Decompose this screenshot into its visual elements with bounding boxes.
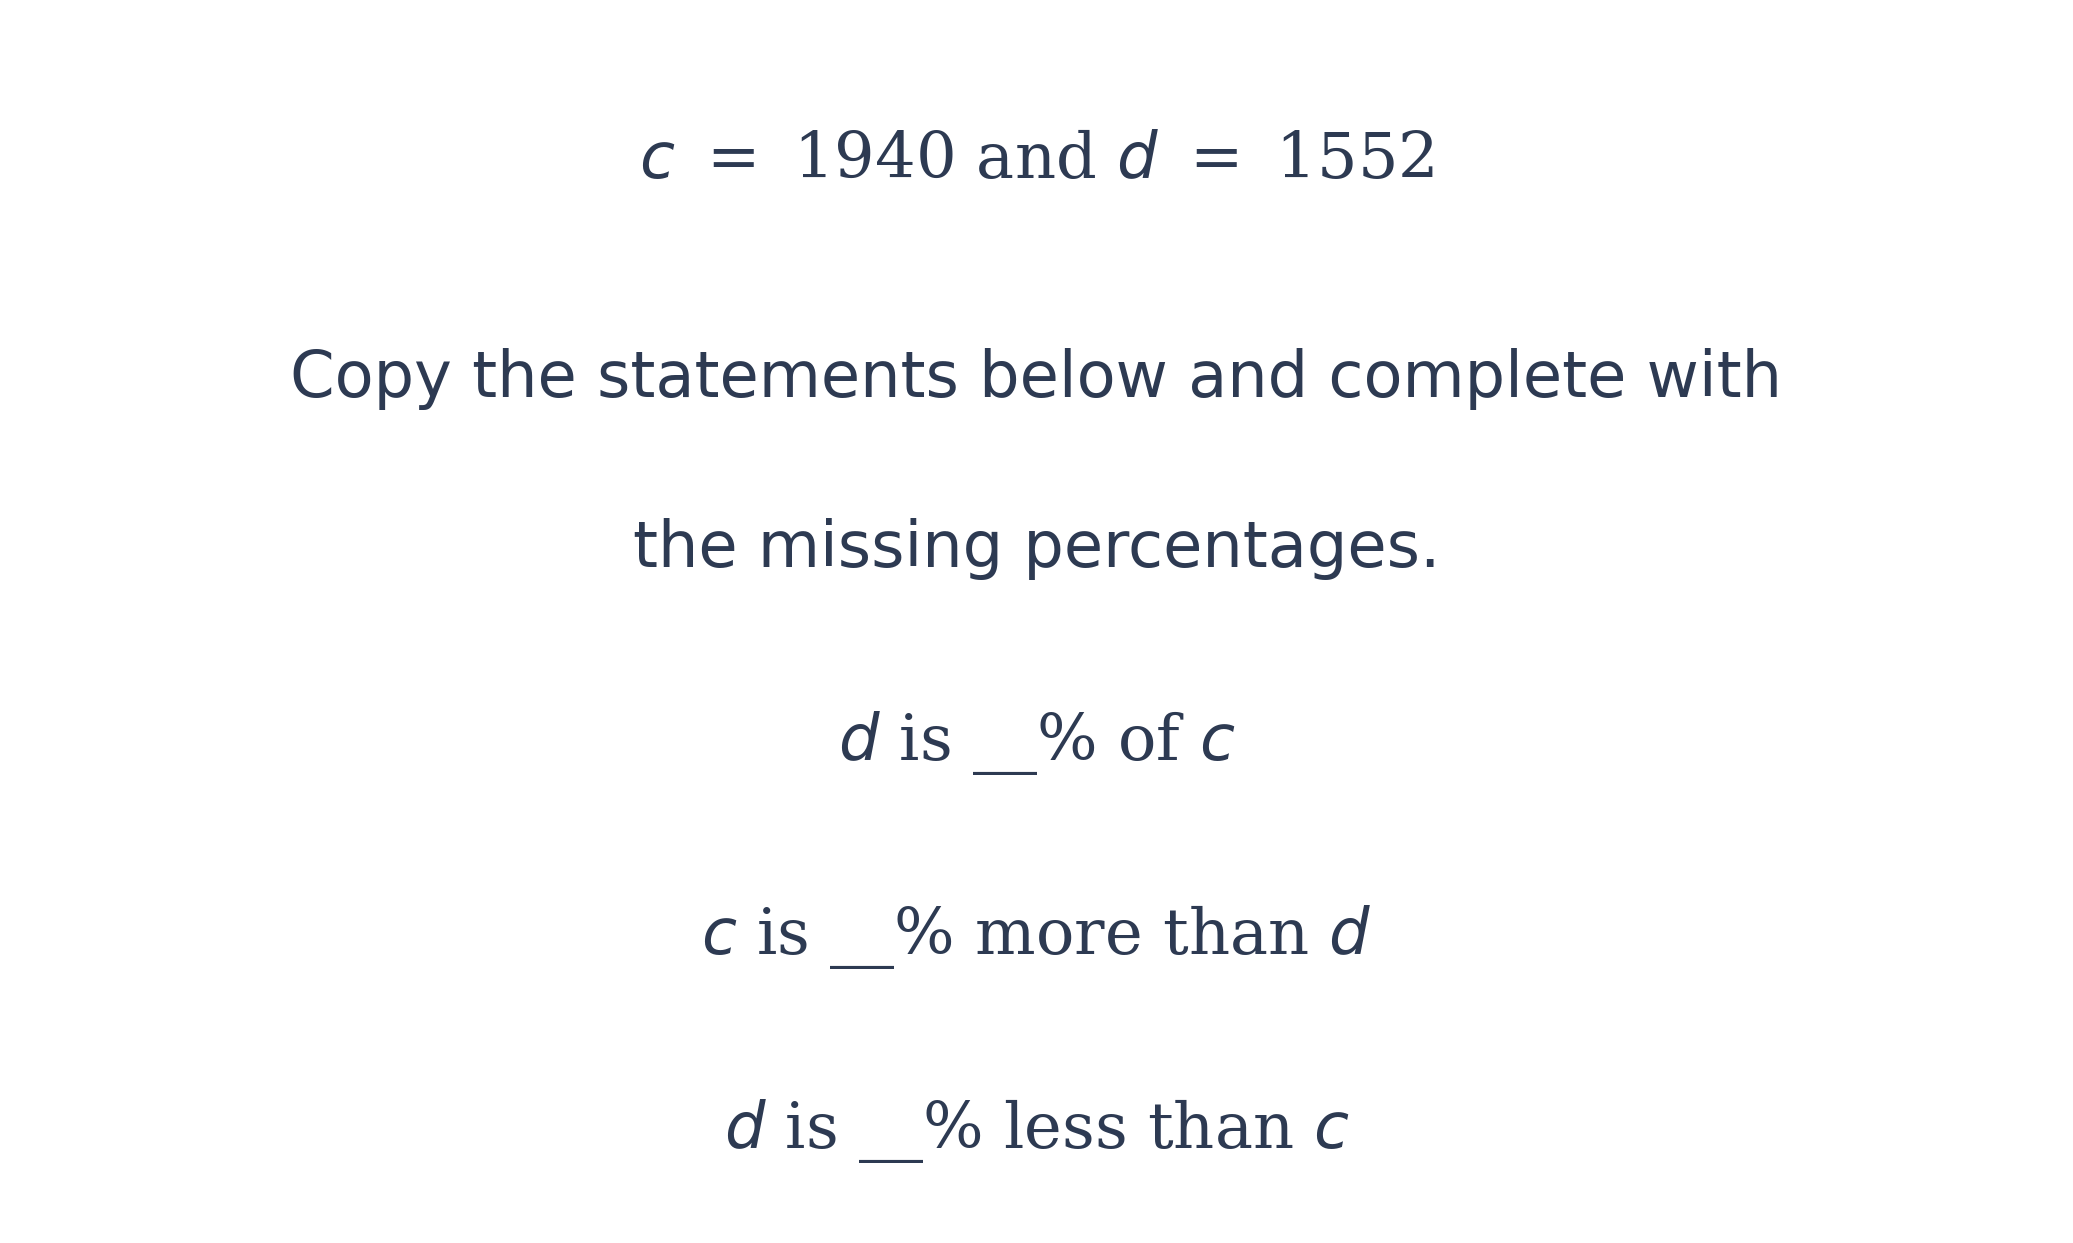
Text: $\mathit{d}$ is __% less than $\mathit{c}$: $\mathit{d}$ is __% less than $\mathit{c… [723,1098,1350,1165]
Text: Copy the statements below and complete with: Copy the statements below and complete w… [290,348,1783,410]
Text: $\mathit{d}$ is __% of $\mathit{c}$: $\mathit{d}$ is __% of $\mathit{c}$ [837,709,1236,777]
Text: the missing percentages.: the missing percentages. [632,518,1441,579]
Text: $\mathit{c}$ is __% more than $\mathit{d}$: $\mathit{c}$ is __% more than $\mathit{d… [701,902,1372,971]
Text: $\mathit{c}$ $=$ 1940 and $\mathit{d}$ $=$ 1552: $\mathit{c}$ $=$ 1940 and $\mathit{d}$ $… [638,131,1435,191]
